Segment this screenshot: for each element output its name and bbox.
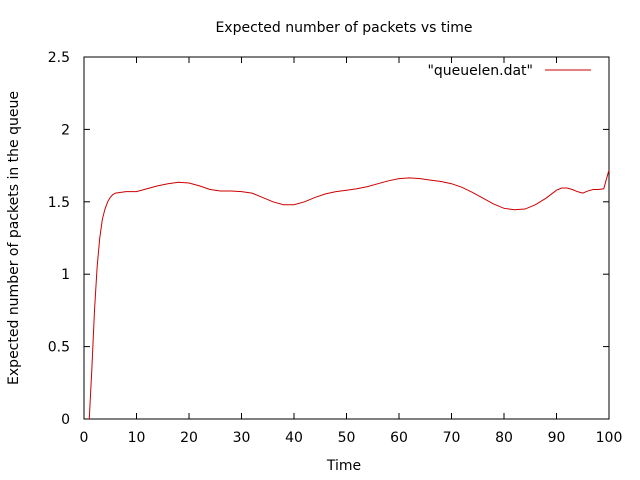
x-axis-label: Time	[326, 458, 361, 474]
series-line-queuelen	[88, 169, 610, 420]
x-axis: 0 10 20 30 40 50 60 70 80 90 100	[80, 57, 623, 446]
plot-border	[83, 56, 610, 420]
x-tick-label: 50	[338, 430, 356, 446]
y-axis-label: Expected number of packets in the queue	[6, 91, 22, 385]
x-tick-label: 70	[443, 430, 461, 446]
y-tick-label: 2	[61, 122, 70, 138]
x-tick-label: 0	[80, 430, 89, 446]
y-tick-label: 0.5	[48, 340, 70, 356]
y-tick-label: 2.5	[48, 50, 70, 66]
x-tick-label: 30	[233, 430, 251, 446]
y-tick-label: 0	[61, 412, 70, 428]
x-tick-label: 20	[180, 430, 198, 446]
x-tick-label: 100	[596, 430, 623, 446]
legend: "queuelen.dat"	[427, 63, 591, 79]
x-tick-label: 40	[285, 430, 303, 446]
x-tick-label: 90	[548, 430, 566, 446]
chart-title: Expected number of packets vs time	[215, 20, 472, 36]
x-tick-label: 10	[128, 430, 146, 446]
x-tick-label: 80	[495, 430, 513, 446]
legend-label: "queuelen.dat"	[427, 63, 533, 79]
y-tick-label: 1	[61, 267, 70, 283]
x-tick-label: 60	[390, 430, 408, 446]
y-axis: 0 0.5 1 1.5 2 2.5	[48, 50, 609, 428]
y-tick-label: 1.5	[48, 195, 70, 211]
